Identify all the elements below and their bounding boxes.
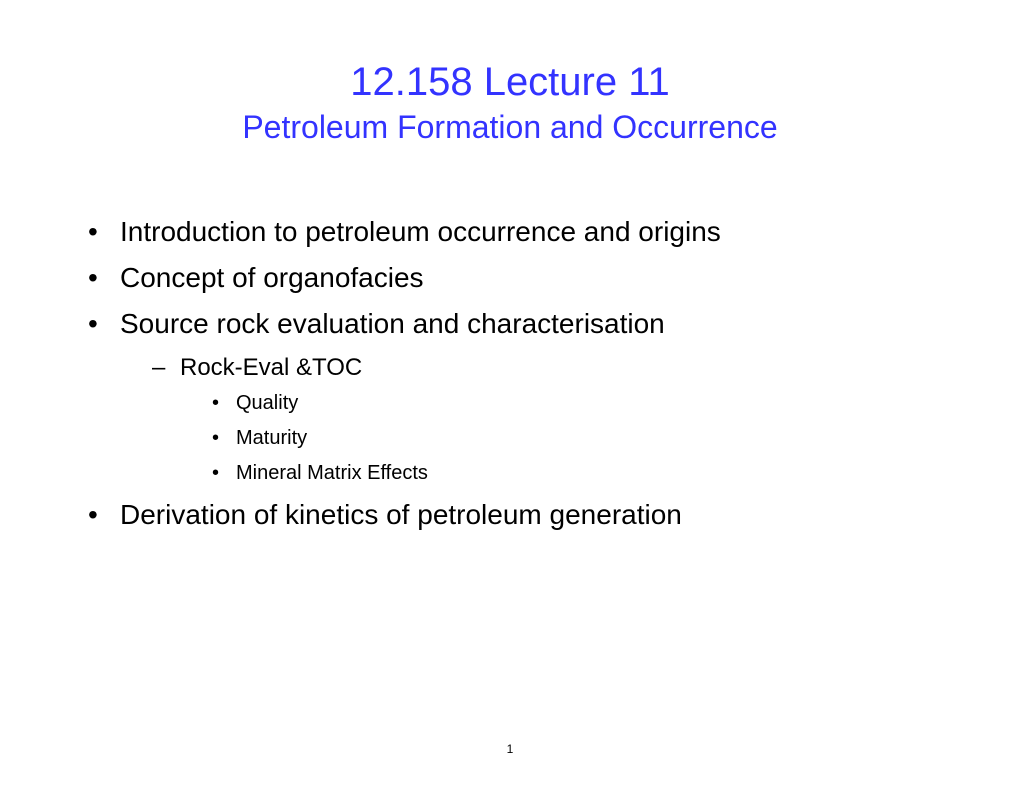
list-item: Derivation of kinetics of petroleum gene… — [88, 499, 950, 531]
page-number: 1 — [507, 742, 514, 756]
bullet-list-level2: Rock-Eval &TOC Quality Maturity Mineral … — [120, 354, 950, 485]
bullet-list-level3: Quality Maturity Mineral Matrix Effects — [180, 392, 950, 485]
lecture-subtitle: Petroleum Formation and Occurrence — [70, 109, 950, 146]
list-item: Quality — [212, 392, 950, 415]
slide-container: 12.158 Lecture 11 Petroleum Formation an… — [0, 0, 1020, 788]
bullet-list-level1: Introduction to petroleum occurrence and… — [88, 216, 950, 531]
title-block: 12.158 Lecture 11 Petroleum Formation an… — [70, 60, 950, 146]
list-item-text: Rock-Eval &TOC — [180, 354, 362, 381]
list-item: Rock-Eval &TOC Quality Maturity Mineral … — [152, 354, 950, 485]
list-item: Concept of organofacies — [88, 262, 950, 294]
list-item: Introduction to petroleum occurrence and… — [88, 216, 950, 248]
list-item-text: Source rock evaluation and characterisat… — [120, 308, 665, 339]
content-block: Introduction to petroleum occurrence and… — [70, 216, 950, 531]
list-item: Source rock evaluation and characterisat… — [88, 308, 950, 485]
list-item: Mineral Matrix Effects — [212, 462, 950, 485]
list-item: Maturity — [212, 427, 950, 450]
lecture-title: 12.158 Lecture 11 — [70, 60, 950, 105]
